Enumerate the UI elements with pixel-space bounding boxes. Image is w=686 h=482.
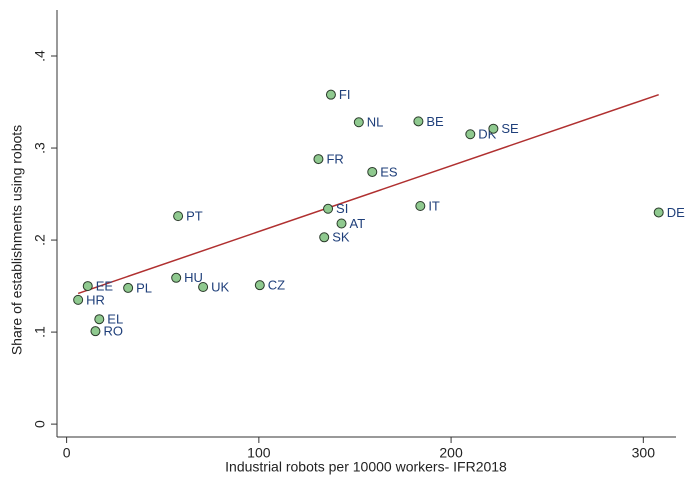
point (323, 203, 334, 214)
x-tick-label: 0 (63, 445, 71, 461)
point (415, 201, 426, 212)
point-label: UK (211, 279, 229, 294)
point-label: RO (103, 324, 123, 339)
fit-line (77, 93, 659, 295)
point (173, 211, 184, 222)
point (254, 280, 265, 291)
point-label: PT (186, 209, 203, 224)
point (465, 129, 476, 140)
point-label: NL (367, 115, 384, 130)
point (653, 207, 664, 218)
point-label: HU (184, 270, 203, 285)
x-tick-label: 300 (632, 445, 656, 461)
point (123, 282, 134, 293)
y-tick-label: .2 (32, 234, 48, 246)
point-label: EE (96, 279, 114, 294)
y-tick-label: 0 (32, 420, 48, 428)
point-label: SI (336, 201, 348, 216)
point (73, 294, 84, 305)
point (488, 123, 499, 134)
point (198, 281, 209, 292)
point-label: AT (350, 216, 366, 231)
point-label: IT (428, 198, 440, 213)
point-label: SK (332, 230, 350, 245)
point (82, 281, 93, 292)
point (171, 272, 182, 283)
y-axis-title: Share of establishments using robots (9, 125, 25, 355)
y-tick-label: .3 (32, 142, 48, 154)
point-label: FR (326, 152, 343, 167)
point (94, 314, 105, 325)
point-label: ES (380, 164, 398, 179)
y-tick-label: .1 (32, 326, 48, 338)
point (336, 218, 347, 229)
point-label: FI (339, 87, 351, 102)
point (413, 116, 424, 127)
point-label: PL (136, 280, 152, 295)
point-label: SE (501, 121, 519, 136)
point (325, 89, 336, 100)
point (313, 154, 324, 165)
y-tick-label: .4 (32, 50, 48, 62)
point (367, 166, 378, 177)
point (90, 326, 101, 337)
x-tick-label: 200 (439, 445, 463, 461)
x-tick-label: 100 (247, 445, 271, 461)
x-axis-title: Industrial robots per 10000 workers- IFR… (225, 459, 507, 475)
point (353, 117, 364, 128)
point-label: DE (667, 205, 685, 220)
point-label: EL (107, 312, 123, 327)
point-label: CZ (268, 278, 285, 293)
point-label: BE (426, 114, 444, 129)
point (319, 232, 330, 243)
point-label: HR (86, 292, 105, 307)
